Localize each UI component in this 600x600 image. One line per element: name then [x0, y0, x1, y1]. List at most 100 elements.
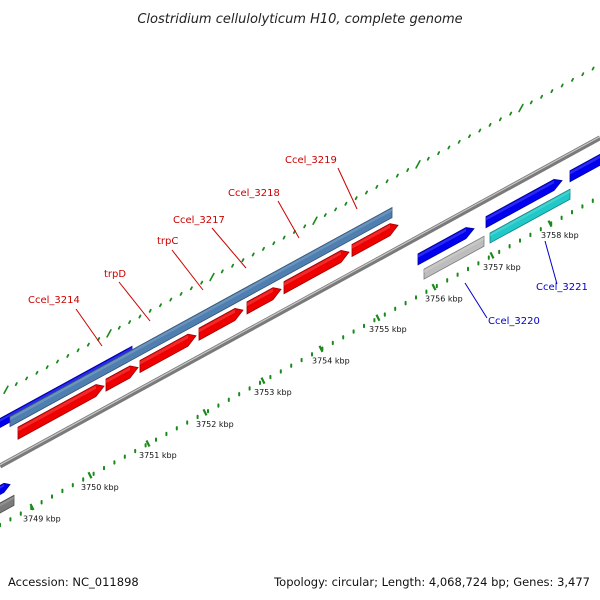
- outer-minor-tick: [478, 128, 482, 133]
- position-label: 3751 kbp: [139, 451, 177, 460]
- reverse-cds-feature: [17, 384, 105, 440]
- genome-summary-text: Topology: circular; Length: 4,068,724 bp…: [273, 575, 590, 589]
- genome-track: 3749 kbp 3750 kbp 3751 kbp 3752 kbp 3753 kbp…: [0, 66, 600, 528]
- reverse-cds-feature: [351, 223, 399, 258]
- forward-cds-feature: [569, 153, 600, 183]
- outer-major-tick: [3, 385, 9, 395]
- outer-major-tick: [106, 329, 112, 338]
- outer-minor-tick: [45, 365, 49, 370]
- position-label: 3752 kbp: [196, 420, 234, 429]
- outer-minor-tick: [86, 342, 90, 347]
- reverse-cds-feature: [105, 365, 139, 392]
- outer-minor-tick: [540, 94, 544, 99]
- position-label: 3757 kbp: [483, 263, 521, 272]
- reverse-cds-feature: [198, 308, 244, 341]
- backbone-segment: [0, 494, 15, 514]
- outer-minor-tick: [231, 263, 235, 268]
- outer-minor-tick: [571, 77, 574, 82]
- outer-minor-tick: [365, 190, 368, 195]
- outer-minor-tick: [148, 308, 152, 313]
- forward-cds-feature: [417, 227, 475, 266]
- outer-minor-tick: [385, 179, 389, 184]
- outer-minor-tick: [426, 156, 430, 161]
- inner-major-tick: [29, 503, 35, 511]
- outer-minor-tick: [334, 207, 338, 212]
- inner-major-tick: [202, 408, 208, 416]
- outer-minor-tick: [14, 382, 18, 387]
- outer-minor-tick: [550, 89, 554, 94]
- gene-label: trpD: [104, 269, 126, 280]
- outer-minor-tick: [395, 173, 399, 178]
- inner-major-tick: [87, 471, 93, 479]
- outer-minor-tick: [251, 252, 255, 257]
- gene-label-leader: [118, 281, 151, 322]
- outer-minor-tick: [498, 117, 502, 122]
- outer-minor-tick: [560, 83, 564, 88]
- outer-minor-tick: [529, 100, 533, 105]
- position-label: 3754 kbp: [312, 356, 350, 365]
- gene-label-leader: [211, 227, 247, 269]
- position-label: 3758 kbp: [541, 231, 579, 240]
- accession-text: Accession: NC_011898: [8, 575, 139, 589]
- outer-minor-tick: [128, 320, 132, 325]
- inner-major-tick: [145, 440, 151, 448]
- rna-feature: [489, 188, 571, 244]
- gene-label-leader: [277, 200, 300, 239]
- position-label: 3755 kbp: [369, 325, 407, 334]
- outer-minor-tick: [56, 359, 59, 364]
- inner-major-tick: [547, 220, 553, 228]
- gene-label-leader: [337, 167, 358, 210]
- outer-minor-tick: [323, 213, 327, 218]
- forward-cds-feature: [0, 482, 11, 495]
- outer-minor-tick: [344, 201, 348, 206]
- outer-minor-tick: [35, 370, 39, 375]
- reverse-cds-feature: [246, 287, 282, 315]
- outer-minor-tick: [437, 151, 441, 156]
- outer-minor-tick: [581, 72, 585, 77]
- outer-major-tick: [415, 160, 421, 169]
- outer-minor-tick: [241, 258, 245, 263]
- outer-minor-tick: [159, 303, 162, 308]
- inner-major-tick: [375, 314, 381, 322]
- outer-major-tick: [312, 216, 318, 226]
- outer-minor-tick: [303, 224, 307, 229]
- gene-label: Ccel_3220: [488, 316, 540, 327]
- outer-minor-tick: [25, 376, 29, 381]
- inner-major-tick: [318, 345, 324, 353]
- outer-minor-tick: [179, 291, 183, 296]
- outer-minor-tick: [447, 145, 451, 150]
- gene-label: Ccel_3221: [536, 282, 588, 293]
- position-label: 3753 kbp: [254, 388, 292, 397]
- outer-minor-tick: [457, 139, 461, 144]
- outer-minor-tick: [406, 168, 410, 172]
- gene-label-leader: [75, 308, 103, 347]
- gene-label: Ccel_3214: [28, 295, 80, 306]
- outer-minor-tick: [509, 111, 513, 116]
- outer-minor-tick: [200, 280, 204, 285]
- reverse-cds-feature: [283, 250, 350, 295]
- gene-label: Ccel_3218: [228, 188, 280, 199]
- position-label: 3756 kbp: [425, 295, 463, 304]
- outer-minor-tick: [97, 337, 101, 341]
- gene-label-leader: [464, 282, 488, 319]
- map-title: Clostridium cellulolyticum H10, complete…: [137, 12, 462, 27]
- outer-major-tick: [209, 272, 215, 282]
- outer-minor-tick: [272, 241, 276, 246]
- outer-minor-tick: [117, 325, 121, 330]
- outer-minor-tick: [282, 235, 286, 240]
- inner-major-tick: [260, 377, 266, 385]
- genome-backbone: [0, 135, 600, 469]
- reverse-cds-feature: [139, 333, 197, 374]
- inner-major-tick: [431, 283, 437, 291]
- pseudogene-feature: [423, 235, 485, 280]
- outer-minor-tick: [220, 269, 224, 274]
- position-label: 3749 kbp: [23, 514, 61, 523]
- position-label: 3750 kbp: [81, 483, 119, 492]
- outer-minor-tick: [468, 134, 471, 139]
- outer-minor-tick: [189, 286, 193, 291]
- outer-minor-tick: [591, 66, 595, 71]
- forward-cds-feature: [485, 179, 563, 229]
- outer-minor-tick: [138, 314, 142, 319]
- outer-major-tick: [518, 103, 524, 113]
